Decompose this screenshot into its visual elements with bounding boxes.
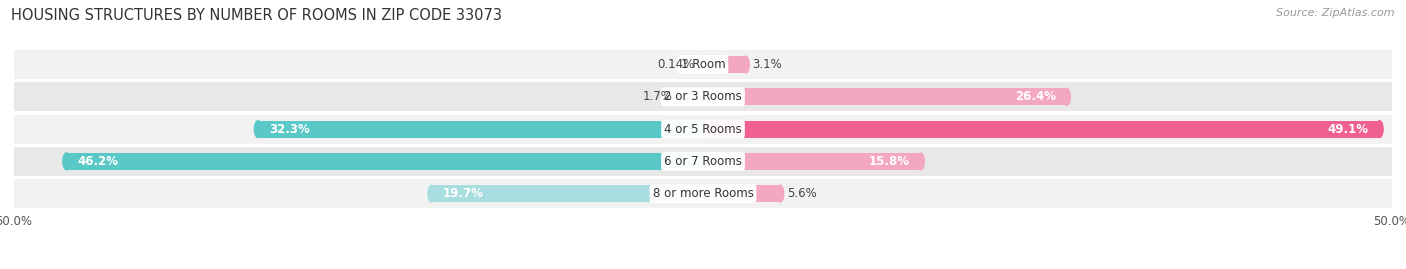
Legend: Owner-occupied, Renter-occupied: Owner-occupied, Renter-occupied — [567, 266, 839, 269]
Text: 5.6%: 5.6% — [787, 187, 817, 200]
Circle shape — [776, 185, 783, 202]
Circle shape — [254, 121, 262, 137]
Text: Source: ZipAtlas.com: Source: ZipAtlas.com — [1277, 8, 1395, 18]
Text: 19.7%: 19.7% — [443, 187, 484, 200]
Bar — [14, 147, 1392, 176]
Bar — [14, 115, 1392, 144]
Text: 26.4%: 26.4% — [1015, 90, 1056, 103]
Text: 46.2%: 46.2% — [77, 155, 118, 168]
Text: 49.1%: 49.1% — [1327, 123, 1368, 136]
Bar — [703, 56, 745, 73]
Bar — [703, 185, 780, 202]
Circle shape — [676, 89, 683, 105]
Text: 0.14%: 0.14% — [657, 58, 695, 71]
Text: 1.7%: 1.7% — [643, 90, 672, 103]
Bar — [66, 153, 703, 170]
Bar — [14, 179, 1392, 208]
Text: 15.8%: 15.8% — [869, 155, 910, 168]
Bar — [702, 56, 703, 73]
Circle shape — [742, 56, 749, 73]
Circle shape — [427, 185, 434, 202]
Circle shape — [697, 56, 704, 73]
Circle shape — [1376, 121, 1384, 137]
Text: 3.1%: 3.1% — [752, 58, 782, 71]
Text: 8 or more Rooms: 8 or more Rooms — [652, 187, 754, 200]
Bar — [432, 185, 703, 202]
Circle shape — [63, 153, 70, 170]
Text: HOUSING STRUCTURES BY NUMBER OF ROOMS IN ZIP CODE 33073: HOUSING STRUCTURES BY NUMBER OF ROOMS IN… — [11, 8, 502, 23]
Bar — [703, 89, 1067, 105]
Text: 2 or 3 Rooms: 2 or 3 Rooms — [664, 90, 742, 103]
Bar — [14, 50, 1392, 79]
Circle shape — [917, 153, 924, 170]
Bar — [703, 153, 921, 170]
Text: 32.3%: 32.3% — [269, 123, 309, 136]
Text: 4 or 5 Rooms: 4 or 5 Rooms — [664, 123, 742, 136]
Text: 1 Room: 1 Room — [681, 58, 725, 71]
Text: 6 or 7 Rooms: 6 or 7 Rooms — [664, 155, 742, 168]
Bar — [14, 82, 1392, 111]
Bar — [257, 121, 703, 137]
Bar — [679, 89, 703, 105]
Bar — [703, 121, 1379, 137]
Circle shape — [1063, 89, 1070, 105]
